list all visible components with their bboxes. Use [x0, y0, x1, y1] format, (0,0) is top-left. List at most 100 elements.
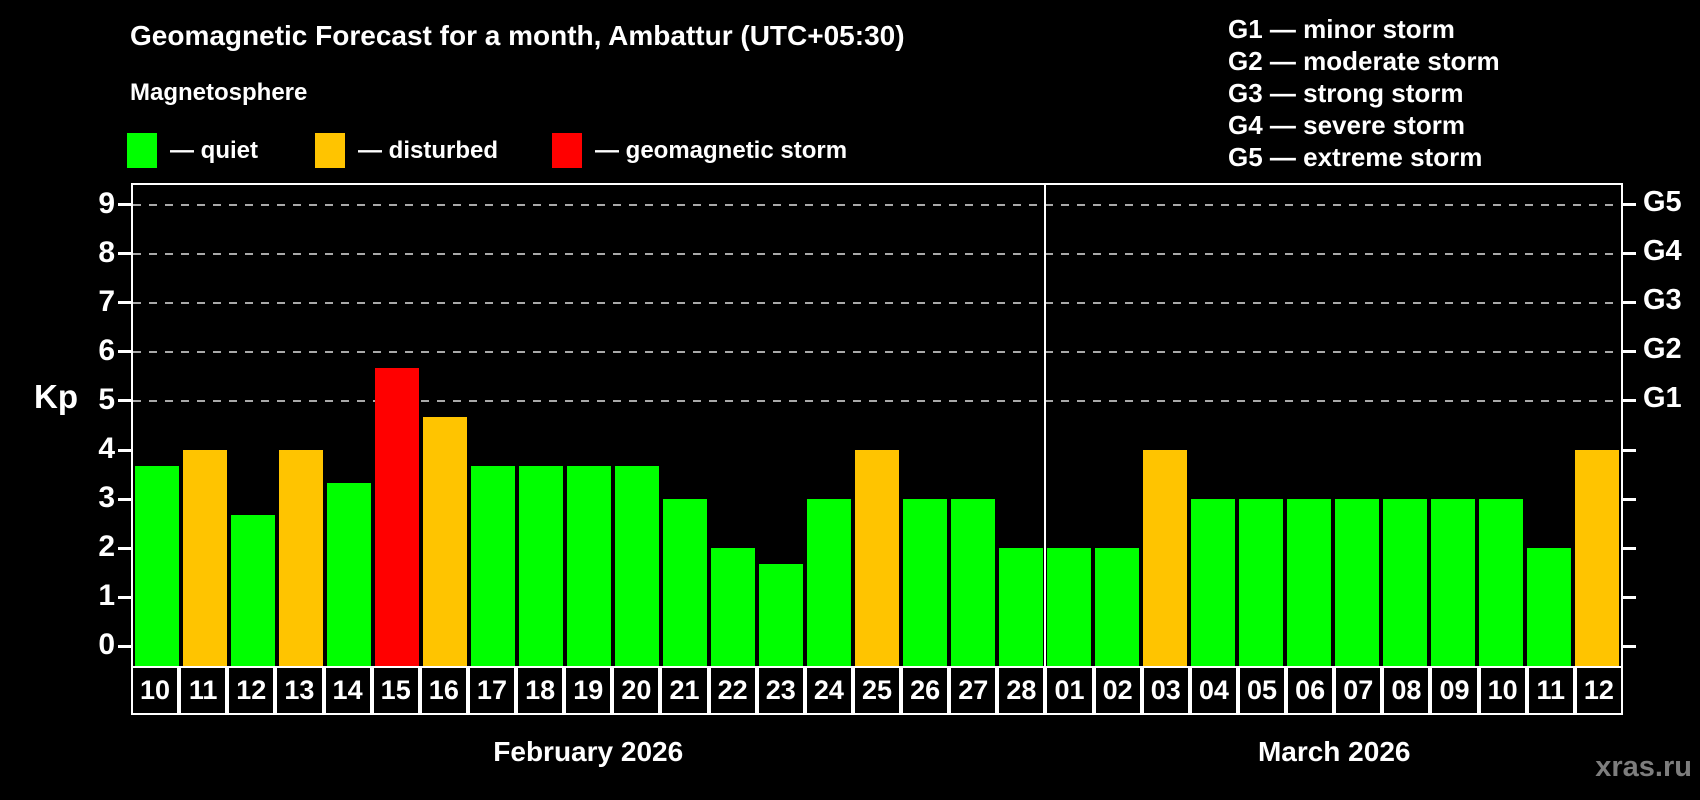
kp-bar-02 — [1095, 548, 1139, 666]
g-legend-line-g3: G3 — strong storm — [1228, 78, 1464, 108]
g-axis-label-g1: G1 — [1643, 381, 1682, 414]
day-label-cell-02: 02 — [1093, 666, 1142, 715]
gridline-kp-9 — [133, 203, 1621, 206]
y-tick-left-0 — [118, 644, 131, 648]
kp-bar-16 — [423, 417, 467, 666]
gridline-kp-6 — [133, 350, 1621, 353]
y-tick-label-1: 1 — [98, 579, 115, 613]
day-label-cell-24: 24 — [804, 666, 853, 715]
y-tick-label-5: 5 — [98, 382, 115, 416]
day-label-cell-28: 28 — [997, 666, 1046, 715]
y-tick-left-6 — [118, 350, 131, 354]
day-label-cell-01: 01 — [1045, 666, 1094, 715]
quiet-color-swatch — [127, 133, 157, 168]
day-label-cell-11: 11 — [179, 666, 228, 715]
kp-bar-24 — [807, 499, 851, 666]
day-label-cell-12: 12 — [227, 666, 276, 715]
kp-bar-10 — [1479, 499, 1523, 666]
y-tick-label-8: 8 — [98, 235, 115, 269]
kp-bar-01 — [1047, 548, 1091, 666]
day-label-cell-10: 10 — [1478, 666, 1527, 715]
legend-label-storm: — geomagnetic storm — [595, 137, 848, 164]
kp-bar-06 — [1287, 499, 1331, 666]
y-tick-left-7 — [118, 301, 131, 305]
watermark: xras.ru — [1595, 751, 1692, 783]
day-label-cell-17: 17 — [467, 666, 517, 715]
plot-area: 0 1 2 3 4 5 6 7 8 9 G1 G2 G3 G4 G5 — [98, 183, 1682, 668]
y-tick-left-8 — [118, 252, 131, 256]
day-label-cell-15: 15 — [371, 666, 420, 715]
y-tick-left-4 — [118, 448, 131, 452]
kp-bar-11 — [1527, 548, 1571, 666]
y-tick-label-0: 0 — [98, 628, 115, 662]
y-tick-right-9 — [1623, 203, 1636, 207]
y-tick-right-5 — [1623, 399, 1636, 403]
y-tick-left-5 — [118, 399, 131, 403]
gridline-kp-5 — [133, 399, 1621, 402]
day-label-cell-11: 11 — [1526, 666, 1575, 715]
kp-bar-11 — [183, 450, 227, 666]
kp-bar-10 — [135, 466, 179, 666]
day-label-cell-06: 06 — [1286, 666, 1335, 715]
disturbed-color-swatch — [315, 133, 345, 168]
day-label-cell-10: 10 — [131, 666, 180, 715]
kp-bar-17 — [471, 466, 515, 666]
kp-bar-04 — [1191, 499, 1235, 666]
y-tick-right-2 — [1623, 546, 1636, 550]
legend-label-disturbed: — disturbed — [358, 137, 499, 164]
y-tick-right-6 — [1623, 350, 1636, 354]
legend-item-quiet: — quiet — [127, 133, 258, 168]
y-tick-label-2: 2 — [98, 530, 115, 564]
gridline-kp-7 — [133, 301, 1621, 304]
day-label-cell-14: 14 — [323, 666, 372, 715]
legend-label-quiet: — quiet — [170, 137, 258, 164]
legend-item-storm: — geomagnetic storm — [552, 133, 847, 168]
kp-bar-23 — [759, 564, 803, 666]
day-label-cell-16: 16 — [419, 666, 468, 715]
g-legend-line-g1: G1 — minor storm — [1228, 14, 1455, 44]
kp-bar-25 — [855, 450, 899, 666]
y-tick-right-8 — [1623, 252, 1636, 256]
y-tick-left-1 — [118, 595, 131, 599]
day-label-cell-23: 23 — [756, 666, 805, 715]
y-tick-right-4 — [1623, 448, 1636, 452]
kp-bar-12 — [231, 515, 275, 666]
y-tick-label-9: 9 — [98, 186, 115, 220]
kp-bar-14 — [327, 482, 371, 666]
y-tick-label-4: 4 — [98, 432, 115, 466]
chart-title: Geomagnetic Forecast for a month, Ambatt… — [130, 20, 905, 51]
day-label-cell-18: 18 — [516, 666, 565, 715]
month-label-february: February 2026 — [493, 736, 684, 767]
kp-bar-20 — [615, 466, 659, 666]
x-axis-day-labels: 10 11 12 13 14 15 16 17 18 19 20 21 22 23 24 25 26 27 28 01… — [131, 666, 1623, 715]
g-axis-label-g4: G4 — [1643, 234, 1682, 267]
kp-bar-28 — [999, 548, 1043, 666]
g-axis-label-g2: G2 — [1643, 332, 1682, 365]
kp-bar-26 — [903, 499, 947, 666]
day-label-cell-27: 27 — [949, 666, 998, 715]
g-axis-label-g3: G3 — [1643, 283, 1682, 316]
y-tick-right-7 — [1623, 301, 1636, 305]
kp-bar-12 — [1575, 450, 1619, 666]
g-legend-line-g2: G2 — moderate storm — [1228, 46, 1500, 76]
day-label-cell-04: 04 — [1189, 666, 1238, 715]
storm-color-swatch — [552, 133, 582, 168]
kp-bar-21 — [663, 499, 707, 666]
day-label-cell-20: 20 — [612, 666, 661, 715]
month-label-march: March 2026 — [1257, 736, 1411, 767]
y-tick-left-2 — [118, 546, 131, 550]
day-label-cell-08: 08 — [1382, 666, 1431, 715]
day-label-cell-07: 07 — [1334, 666, 1383, 715]
day-label-cell-05: 05 — [1237, 666, 1287, 715]
legend-item-disturbed: — disturbed — [315, 133, 498, 168]
kp-bar-22 — [711, 548, 755, 666]
day-label-cell-26: 26 — [901, 666, 950, 715]
y-axis-title: Kp — [34, 378, 78, 415]
kp-bar-05 — [1239, 499, 1283, 666]
day-label-cell-25: 25 — [852, 666, 902, 715]
day-label-cell-03: 03 — [1141, 666, 1190, 715]
kp-bar-07 — [1335, 499, 1379, 666]
y-tick-left-3 — [118, 497, 131, 501]
kp-bar-08 — [1383, 499, 1427, 666]
